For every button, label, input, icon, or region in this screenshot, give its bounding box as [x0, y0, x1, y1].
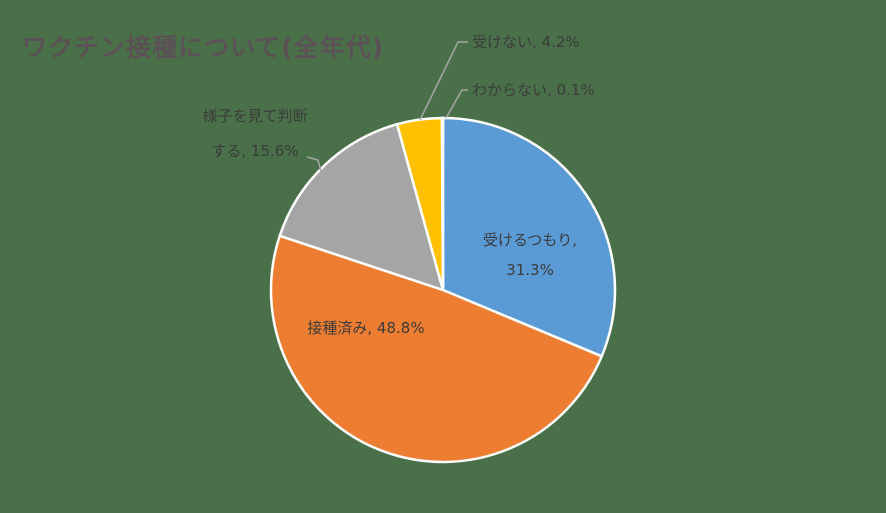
leader-line-3 [419, 41, 468, 121]
leader-line-4 [445, 89, 468, 119]
pie-slice-2 [278, 122, 445, 292]
data-label-1: 接種済み, 48.8% [307, 319, 424, 337]
data-label-4: わからない, 0.1% [472, 81, 595, 99]
data-label-3: 受けない, 4.2% [472, 33, 580, 51]
leader-line-2 [306, 156, 323, 177]
pie-slice-0 [441, 116, 617, 358]
data-label-2: する, 15.6% [211, 142, 298, 160]
data-label-0: 受けるつもり, [483, 231, 577, 249]
pie-slice-4 [440, 116, 445, 291]
data-label-0: 31.3% [506, 261, 554, 279]
data-label-2: 様子を見て判断 [202, 107, 307, 125]
chart-title: ワクチン接種について(全年代) [22, 33, 385, 62]
pie-slice-1 [269, 234, 604, 464]
